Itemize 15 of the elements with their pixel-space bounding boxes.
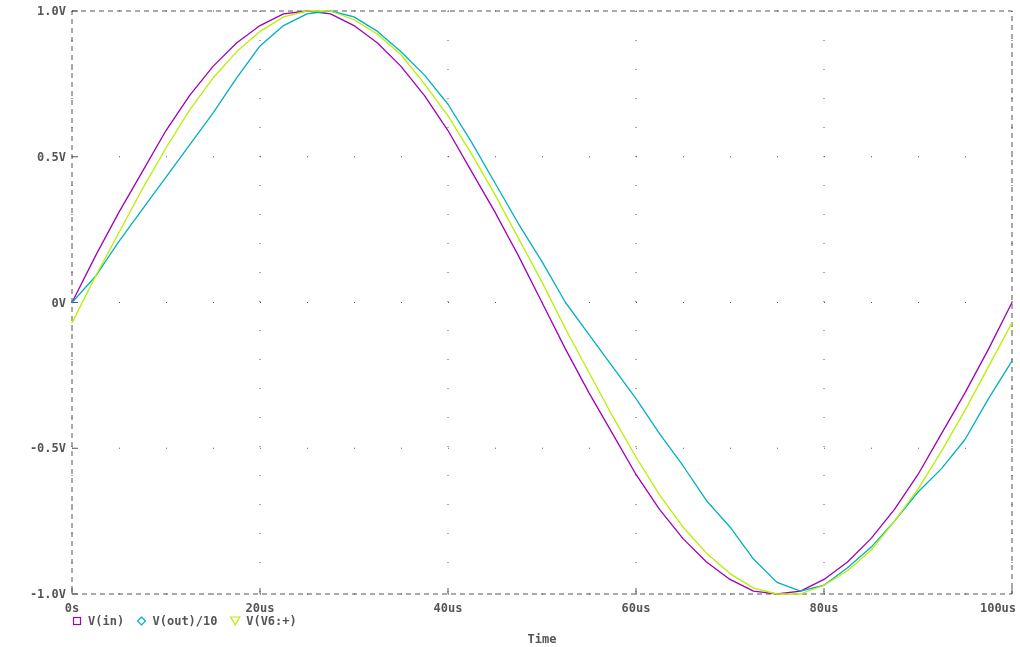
- y-tick-label: -1.0V: [29, 587, 66, 602]
- legend-label: V(in): [88, 614, 125, 628]
- legend-label: V(V6:+): [246, 614, 297, 628]
- x-tick-label: 60us: [621, 601, 651, 615]
- y-tick-label: 0V: [51, 295, 66, 310]
- y-tick-label: 0.5V: [37, 149, 66, 164]
- x-tick-label: 20us: [245, 601, 275, 615]
- x-tick-label: 40us: [433, 601, 463, 615]
- x-tick-label: 100us: [979, 601, 1017, 615]
- y-tick-label: -0.5V: [29, 441, 66, 456]
- legend-label: V(out)/10: [152, 614, 218, 628]
- x-axis-title: Time: [527, 632, 557, 646]
- x-tick-label: 80us: [809, 601, 839, 615]
- y-tick-label: 1.0V: [37, 4, 66, 19]
- x-tick-label: 0s: [64, 601, 80, 615]
